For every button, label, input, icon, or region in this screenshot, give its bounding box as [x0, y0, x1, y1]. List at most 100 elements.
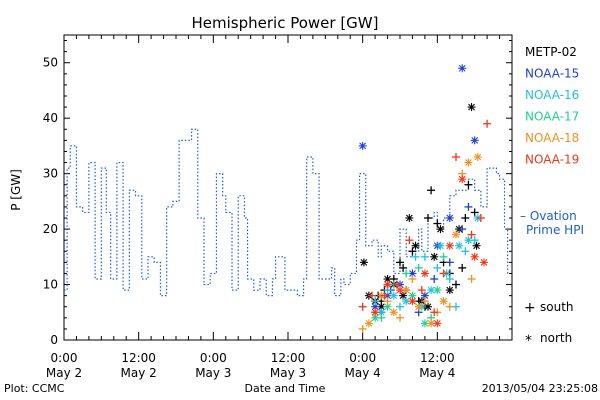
noaa-19-north-point — [420, 269, 429, 278]
footer-right: 2013/05/04 23:25:08 — [482, 382, 598, 395]
metp-02-north-point — [359, 258, 368, 267]
noaa-19-south-point — [483, 119, 492, 128]
legend-entry: NOAA-18 — [525, 131, 579, 145]
x-tick-label-time: 0:00 — [51, 351, 78, 365]
noaa-16-north-point — [436, 241, 445, 250]
noaa-19-north-point — [408, 297, 417, 306]
noaa-18-north-point — [452, 230, 460, 239]
ovation-series-line — [64, 128, 509, 297]
metp-02-south-point — [461, 214, 470, 222]
noaa-16-north-point — [389, 291, 398, 300]
noaa-19-north-point — [458, 175, 467, 184]
marker-key: + south * north — [524, 300, 574, 349]
chart-title: Hemispheric Power [GW] — [192, 14, 379, 32]
noaa-18-north-point — [389, 308, 398, 317]
legend-entry: METP-02 — [525, 45, 577, 59]
x-tick-label-date: May 2 — [46, 366, 82, 380]
metp-02-north-point — [467, 103, 476, 112]
noaa-19-south-point — [380, 291, 389, 300]
noaa-18-south-point — [396, 313, 404, 322]
y-axis: 0 10 20 30 40 50 — [43, 40, 512, 347]
noaa-19-north-point — [470, 252, 479, 261]
south-symbol: + — [524, 300, 536, 316]
ovation-legend-line2: Prime HPI — [526, 223, 584, 237]
metp-02-north-point — [411, 241, 420, 250]
metp-02-north-point — [472, 241, 481, 250]
x-tick-label-date: May 4 — [419, 366, 455, 380]
y-tick-label: 40 — [43, 111, 58, 125]
noaa-18-north-point — [473, 153, 482, 161]
south-label: south — [540, 300, 574, 314]
noaa-15-south-point — [458, 225, 467, 234]
legend-entry: NOAA-15 — [525, 67, 579, 81]
metp-02-north-point — [436, 225, 445, 234]
noaa-19-south-point — [405, 236, 414, 245]
noaa-15-north-point — [458, 64, 467, 73]
noaa-18-south-point — [445, 302, 454, 311]
noaa-19-south-point — [358, 302, 367, 311]
noaa-19-north-point — [396, 286, 404, 295]
noaa-15-north-point — [445, 214, 454, 222]
noaa-19-south-point — [368, 291, 376, 300]
noaa-16-south-point — [371, 297, 380, 306]
noaa-19-north-point — [383, 280, 392, 289]
x-tick-label-time: 12:00 — [420, 351, 455, 365]
metp-02-south-point — [427, 186, 436, 195]
metp-02-south-point — [452, 280, 460, 289]
metp-02-north-point — [405, 214, 414, 222]
north-label: north — [540, 331, 572, 345]
noaa-16-north-point — [464, 236, 473, 245]
footer-left: Plot: CCMC — [4, 382, 65, 395]
noaa-18-south-point — [420, 297, 429, 306]
noaa-19-north-point — [445, 241, 454, 250]
x-tick-label-time: 12:00 — [121, 351, 156, 365]
legend: METP-02 NOAA-15 NOAA-16 NOAA-17 NOAA-18 NOAA-… — [525, 45, 579, 167]
y-tick-label: 10 — [43, 278, 58, 292]
noaa-19-north-point — [480, 258, 488, 267]
x-tick-label-date: May 3 — [195, 366, 231, 380]
legend-entry: NOAA-19 — [525, 153, 579, 167]
noaa-19-south-point — [467, 230, 476, 239]
x-tick-label-time: 0:00 — [349, 351, 376, 365]
ovation-legend: – Ovation Prime HPI — [520, 209, 584, 237]
noaa-16-south-point — [396, 302, 404, 311]
noaa-18-north-point — [414, 302, 423, 311]
noaa-17-north-point — [433, 286, 442, 295]
legend-entry: NOAA-17 — [525, 110, 579, 124]
y-tick-label: 30 — [43, 167, 58, 181]
noaa-17-north-point — [408, 291, 417, 300]
noaa-18-south-point — [408, 275, 417, 283]
legend-entry: NOAA-16 — [525, 88, 579, 102]
noaa-16-south-point — [420, 252, 429, 261]
noaa-18-south-point — [358, 324, 367, 333]
noaa-16-south-point — [461, 247, 470, 256]
metp-02-south-point — [399, 263, 408, 272]
metp-02-south-point — [424, 214, 432, 222]
ovation-legend-line1: – Ovation — [520, 209, 577, 223]
y-axis-label: P [GW] — [9, 169, 23, 211]
noaa-19-south-point — [439, 269, 448, 278]
metp-02-south-point — [396, 258, 404, 267]
noaa-16-south-point — [433, 263, 442, 272]
x-tick-label-time: 0:00 — [200, 351, 227, 365]
noaa-15-south-point — [464, 202, 473, 211]
x-tick-label-date: May 3 — [270, 366, 306, 380]
noaa-18-south-point — [383, 297, 392, 306]
noaa-15-south-point — [430, 275, 439, 283]
noaa-19-north-point — [371, 308, 380, 317]
noaa-17-south-point — [414, 263, 423, 272]
noaa-18-north-point — [439, 297, 448, 306]
metp-02-north-point — [445, 286, 454, 295]
noaa-15-south-point — [445, 258, 454, 267]
noaa-15-north-point — [358, 141, 367, 150]
noaa-19-south-point — [430, 308, 439, 317]
metp-02-south-point — [464, 180, 473, 189]
noaa-19-north-point — [433, 319, 442, 328]
y-tick-label: 20 — [43, 222, 58, 236]
noaa-18-south-point — [467, 275, 476, 283]
noaa-18-north-point — [364, 319, 373, 328]
north-symbol: * — [525, 333, 532, 349]
noaa-16-south-point — [411, 252, 420, 261]
